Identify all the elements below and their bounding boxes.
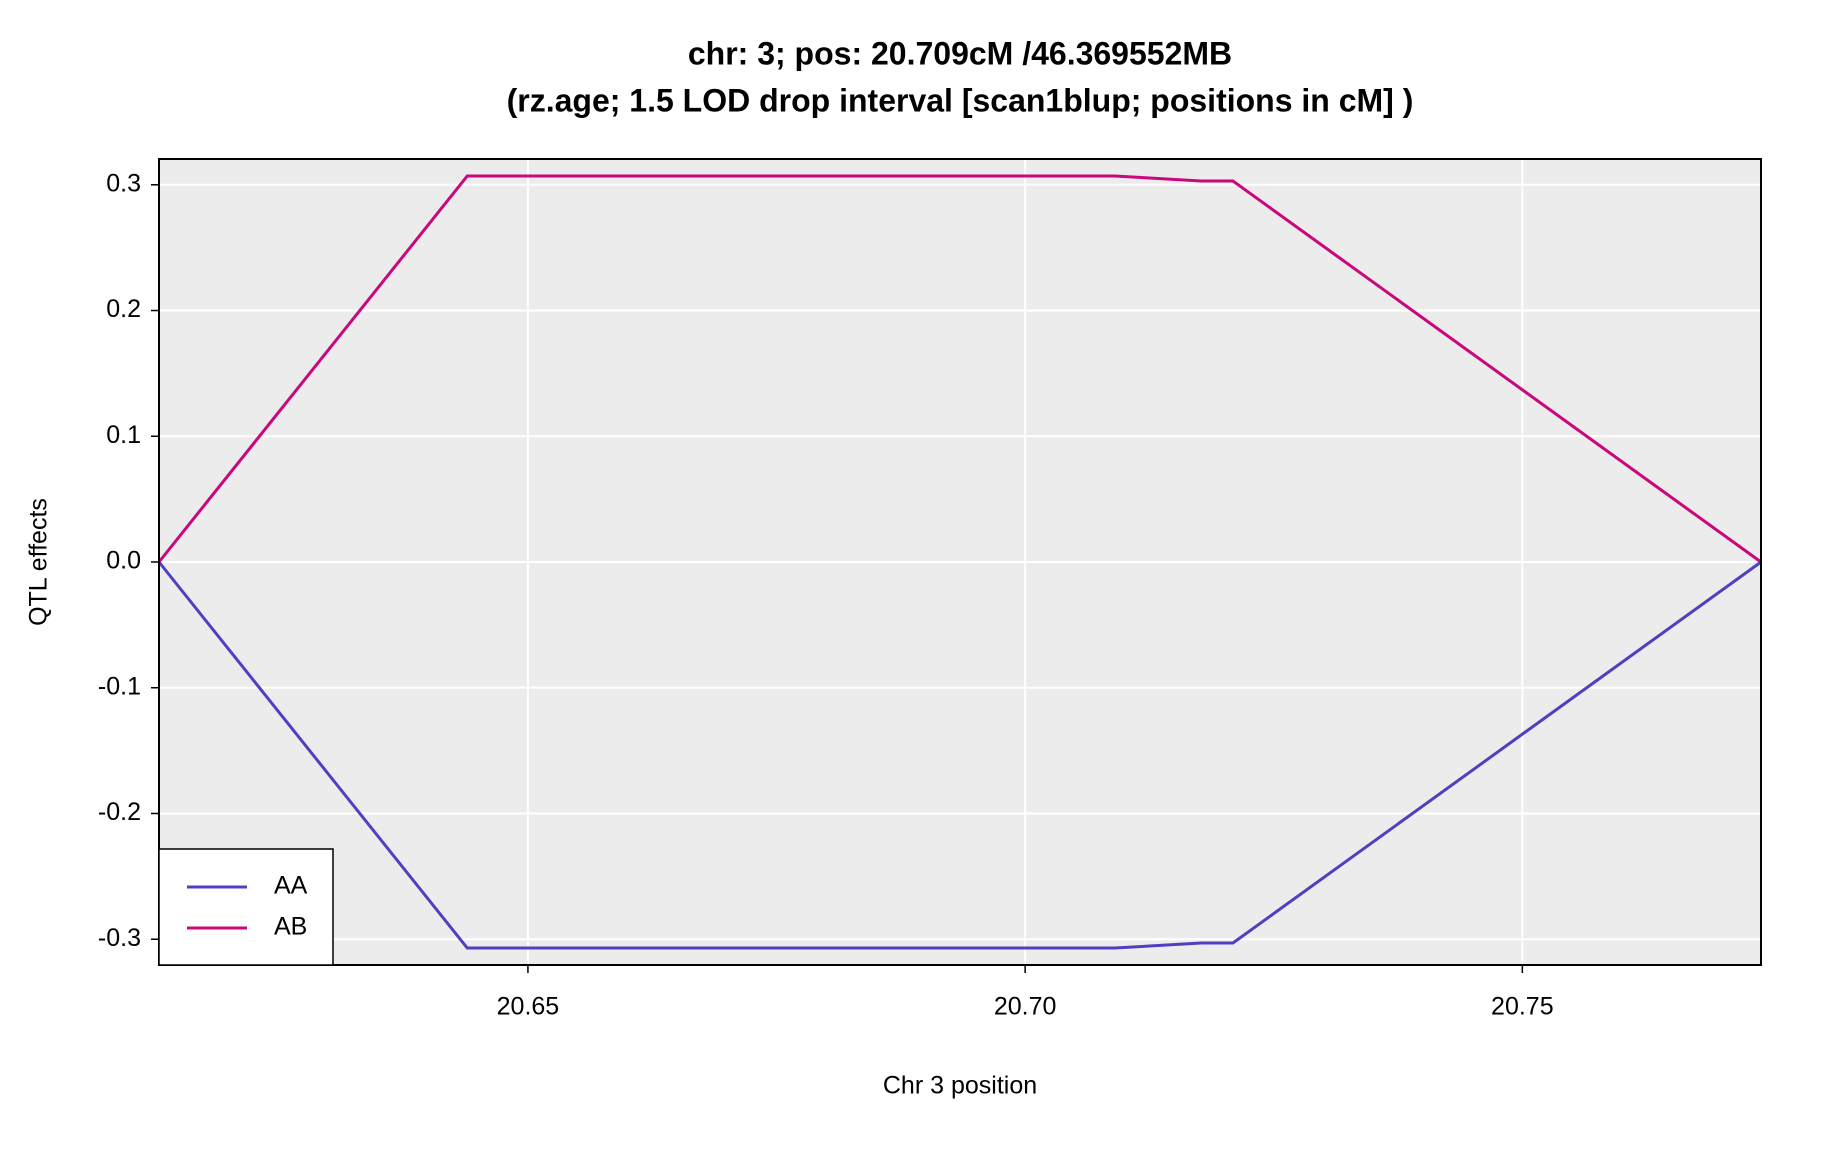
legend-label: AA <box>274 872 308 900</box>
y-tick-label: -0.2 <box>98 798 141 826</box>
legend-box <box>158 848 334 966</box>
x-tick-label: 20.70 <box>994 993 1057 1021</box>
y-tick-label: -0.1 <box>98 672 141 700</box>
chart-title: chr: 3; pos: 20.709cM /46.369552MB <box>688 35 1232 71</box>
x-tick-label: 20.75 <box>1491 993 1554 1021</box>
y-tick-label: -0.3 <box>98 924 141 952</box>
plot-border <box>158 158 1762 966</box>
x-axis-label: Chr 3 position <box>883 1072 1037 1100</box>
legend: AA AB <box>158 848 334 966</box>
legend-label: AB <box>274 913 307 941</box>
y-tick-label: 0.3 <box>106 169 141 197</box>
y-tick-label: 0.0 <box>106 547 141 575</box>
series-line <box>157 174 1762 564</box>
y-tick-label: 0.1 <box>106 421 141 449</box>
y-axis-label: QTL effects <box>25 498 53 626</box>
series-line <box>157 560 1762 950</box>
y-tick-label: 0.2 <box>106 295 141 323</box>
chart-subtitle: (rz.age; 1.5 LOD drop interval [scan1blu… <box>507 82 1414 118</box>
x-tick-label: 20.65 <box>497 993 560 1021</box>
